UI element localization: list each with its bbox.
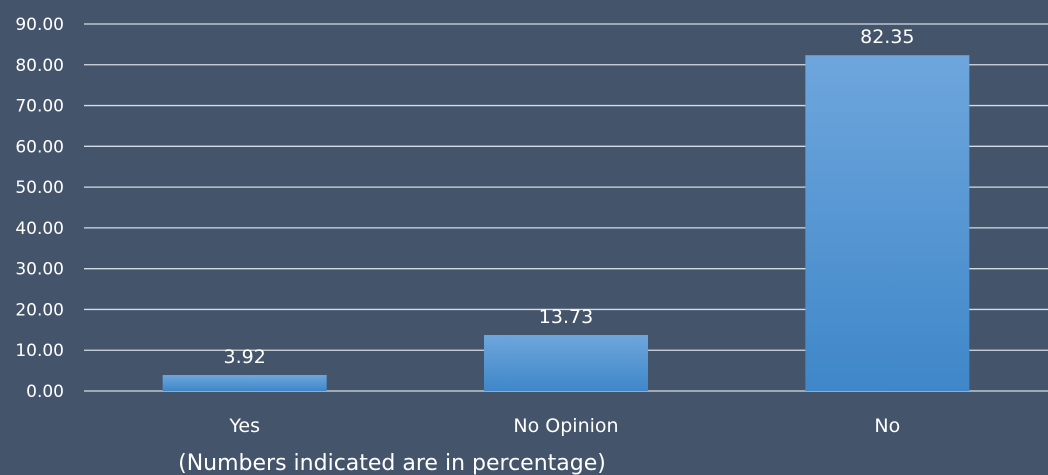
y-tick-label: 0.00: [26, 382, 64, 402]
y-axis-tick-labels: 0.00 10.00 20.00 30.00 40.00 50.00 60.00 70.00 8…: [15, 15, 64, 402]
y-tick-label: 10.00: [15, 341, 64, 361]
y-tick-label: 60.00: [15, 137, 64, 157]
x-tick-label: No: [874, 415, 900, 437]
data-labels: 3.92 13.73 82.35: [224, 26, 915, 368]
y-tick-label: 70.00: [15, 97, 64, 117]
bar-no: [805, 55, 970, 391]
data-label: 3.92: [224, 346, 266, 368]
gridlines: [84, 23, 1048, 392]
x-tick-label: No Opinion: [513, 415, 618, 437]
y-tick-label: 40.00: [15, 219, 64, 239]
chart-note: (Numbers indicated are in percentage): [178, 451, 606, 475]
bars: [162, 55, 970, 391]
y-tick-label: 80.00: [15, 56, 64, 76]
bar-no-opinion: [484, 335, 648, 391]
y-tick-label: 20.00: [15, 300, 64, 320]
data-label: 82.35: [860, 26, 914, 48]
x-axis-tick-labels: Yes No Opinion No: [228, 415, 900, 437]
y-tick-label: 90.00: [15, 15, 64, 35]
x-tick-label: Yes: [228, 415, 260, 437]
data-label: 13.73: [539, 306, 593, 328]
y-tick-label: 50.00: [15, 178, 64, 198]
bar-yes: [162, 375, 327, 391]
y-tick-label: 30.00: [15, 260, 64, 280]
